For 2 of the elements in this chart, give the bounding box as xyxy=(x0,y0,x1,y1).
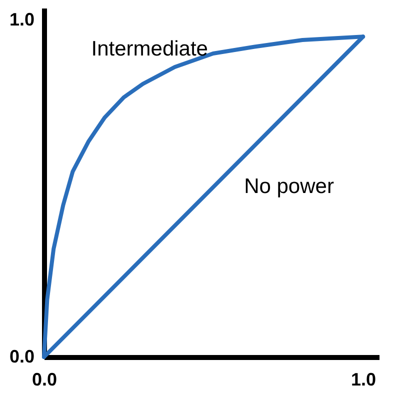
series-label: No power xyxy=(244,175,334,198)
series-label: Intermediate xyxy=(91,38,208,61)
